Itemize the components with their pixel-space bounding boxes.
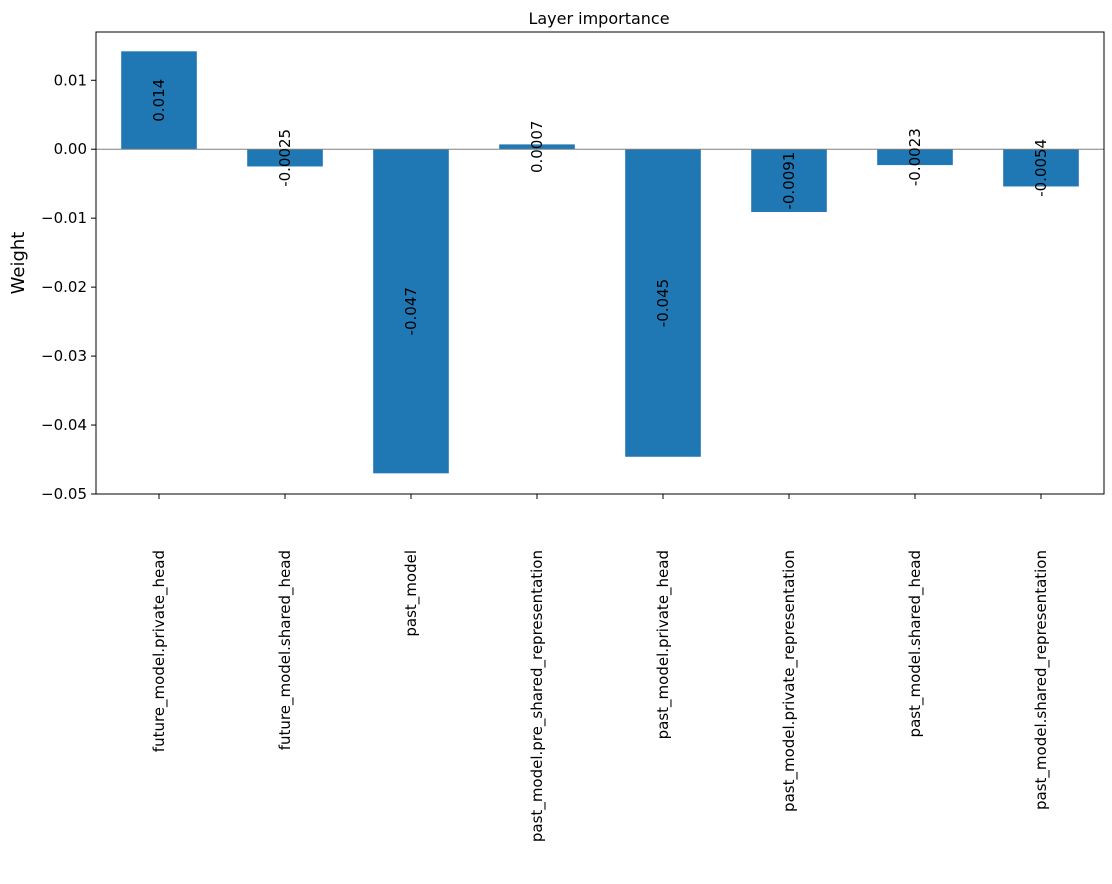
data-label: -0.045 xyxy=(654,279,672,327)
bar xyxy=(1003,149,1079,187)
y-tick-label: −0.02 xyxy=(41,278,87,296)
data-label: -0.0025 xyxy=(276,129,294,187)
data-label: -0.0023 xyxy=(906,128,924,186)
data-label: 0.0007 xyxy=(528,121,546,174)
bar xyxy=(877,149,953,166)
data-label: -0.047 xyxy=(402,287,420,335)
bar xyxy=(373,149,449,474)
y-tick-label: −0.05 xyxy=(41,485,87,503)
y-axis-label: Weight xyxy=(8,232,29,295)
bar xyxy=(499,144,575,150)
y-tick-label: −0.01 xyxy=(41,209,87,227)
x-tick-label: past_model.shared_representation xyxy=(1032,550,1051,810)
y-tick-label: 0.00 xyxy=(54,140,87,158)
x-tick-label: past_model.private_head xyxy=(654,550,673,739)
x-tick-label: past_model.shared_head xyxy=(906,550,925,737)
y-tick-label: −0.04 xyxy=(41,416,87,434)
y-ticks-group: 0.01 0.00 −0.01 −0.02 −0.03 −0.04 −0.05 xyxy=(41,71,96,503)
bar xyxy=(247,149,323,167)
x-tick-label: past_model.private_representation xyxy=(780,550,799,812)
x-tick-label: past_model.pre_shared_representation xyxy=(528,550,547,842)
x-tick-label: past_model xyxy=(402,550,421,637)
y-tick-label: 0.01 xyxy=(54,71,87,89)
data-labels-group: 0.014 -0.0025 -0.047 0.0007 -0.045 -0.0091 -0.… xyxy=(150,79,1050,336)
data-label: -0.0054 xyxy=(1032,139,1050,197)
plot-frame xyxy=(95,31,1105,495)
x-tick-label: future_model.private_head xyxy=(150,550,169,752)
x-ticks-group: future_model.private_head future_model.sh… xyxy=(150,494,1051,842)
bar xyxy=(121,51,197,150)
data-label: 0.014 xyxy=(150,79,168,122)
bar xyxy=(751,149,827,212)
bars-group xyxy=(121,51,1079,474)
x-tick-label: future_model.shared_head xyxy=(276,550,295,750)
bar xyxy=(625,149,701,457)
data-label: -0.0091 xyxy=(780,152,798,210)
chart-title: Layer importance xyxy=(528,9,669,28)
y-tick-label: −0.03 xyxy=(41,347,87,365)
